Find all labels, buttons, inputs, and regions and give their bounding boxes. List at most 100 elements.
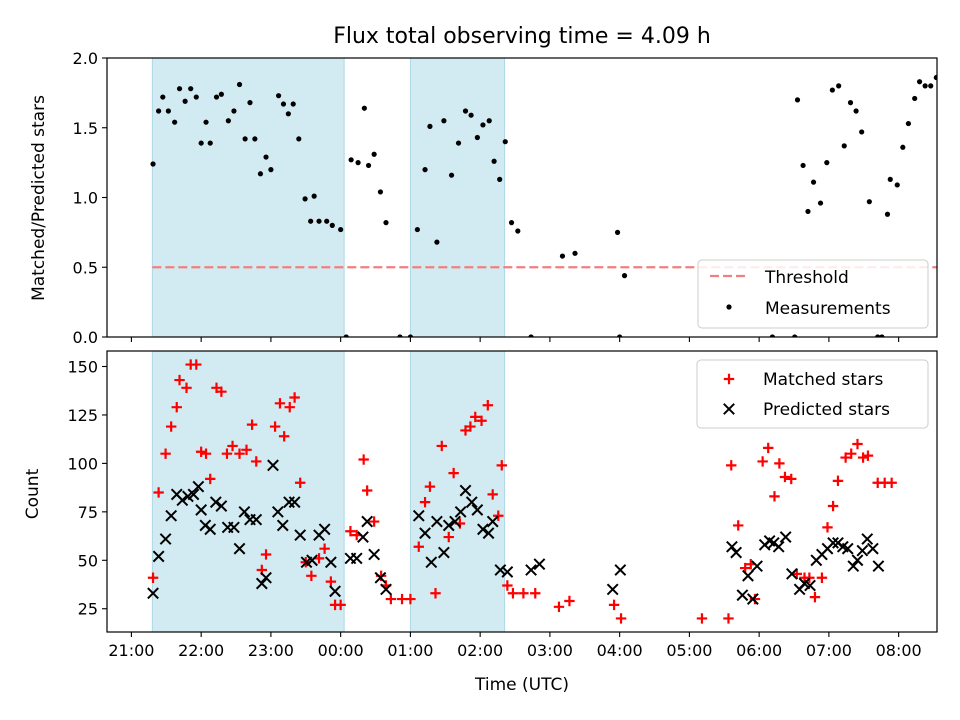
predicted-star-point	[187, 488, 200, 501]
predicted-star-point	[147, 587, 159, 600]
predicted-star-point	[736, 589, 749, 602]
predicted-star-point	[525, 564, 537, 576]
predicted-star-point	[465, 496, 478, 509]
matched-star-point	[786, 473, 797, 485]
measurement-point	[165, 108, 171, 114]
matched-star-point	[502, 580, 513, 591]
predicted-star-point	[209, 496, 222, 509]
measurement-point	[407, 334, 414, 337]
predicted-star-point	[294, 529, 307, 542]
matched-star-point	[216, 386, 227, 397]
top-y-tick-label-1: 0.5	[73, 258, 98, 277]
measurement-point	[225, 118, 231, 124]
predicted-star-point	[374, 571, 387, 584]
measurement-point	[441, 118, 447, 124]
predicted-star-point	[851, 554, 864, 567]
measurement-point	[474, 134, 480, 141]
measurement-point	[884, 211, 891, 217]
predicted-star-point	[614, 564, 627, 576]
measurement-point	[792, 334, 798, 337]
measurement-point	[355, 160, 361, 166]
matched-star-point	[319, 543, 330, 554]
measurement-point	[365, 162, 372, 169]
predicted-star-point	[267, 459, 279, 472]
matched-star-point	[822, 522, 833, 533]
predicted-star-point	[431, 515, 443, 528]
predicted-star-point	[204, 523, 217, 536]
predicted-star-point	[437, 546, 450, 559]
legend-matched-swatch	[723, 373, 735, 385]
matched-star-point	[530, 588, 541, 599]
measurement-point	[887, 176, 893, 182]
bottom-legend: Matched stars Predicted stars	[696, 359, 929, 429]
matched-star-point	[361, 485, 373, 496]
legend-measurements-label: Measurements	[765, 299, 891, 319]
predicted-star-point	[176, 494, 189, 507]
measurement-point	[916, 79, 923, 85]
measurement-point	[268, 167, 274, 173]
measurement-point	[841, 143, 847, 149]
measurement-point	[800, 162, 806, 169]
matched-star-point	[816, 572, 828, 583]
measurement-point	[900, 144, 906, 150]
matched-star-point	[153, 487, 164, 498]
measurement-point	[361, 105, 367, 111]
bottom-y-tick-label-0: 25	[78, 600, 98, 619]
matched-star-point	[779, 471, 791, 483]
predicted-star-point	[419, 527, 431, 540]
measurement-point	[572, 250, 578, 256]
predicted-star-point	[786, 567, 798, 580]
measurement-point	[875, 334, 881, 337]
matched-star-point	[827, 500, 839, 512]
predicted-star-point	[606, 583, 619, 596]
bottom-shaded-interval-1	[409, 351, 506, 632]
matched-star-point	[857, 452, 869, 463]
predicted-star-point	[195, 504, 208, 516]
matched-star-point	[852, 438, 863, 450]
top-y-tick-label-3: 1.5	[73, 119, 98, 138]
matched-star-point	[763, 442, 774, 454]
bottom-y-tick-label-2: 75	[78, 503, 98, 522]
measurement-point	[866, 199, 872, 205]
measurement-point	[414, 226, 420, 233]
matched-star-point	[448, 467, 459, 479]
matched-star-point	[165, 421, 177, 432]
matched-star-point	[385, 593, 397, 605]
predicted-star-point	[255, 577, 268, 590]
measurement-point	[280, 101, 287, 107]
matched-star-point	[436, 440, 447, 452]
matched-star-point	[862, 450, 874, 461]
matched-star-point	[774, 458, 785, 469]
matched-star-point	[564, 595, 575, 607]
top-plot-area	[150, 58, 937, 337]
matched-star-point	[476, 415, 487, 426]
measurement-point	[207, 140, 213, 146]
predicted-star-point	[350, 552, 363, 565]
matched-star-point	[221, 448, 233, 459]
predicted-star-point	[318, 523, 331, 536]
matched-star-point	[553, 601, 565, 613]
predicted-star-point	[847, 560, 860, 573]
predicted-star-point	[730, 546, 743, 559]
predicted-star-point	[501, 566, 514, 578]
matched-star-point	[289, 392, 300, 403]
chart-title: Flux total observing time = 4.09 h	[333, 24, 711, 49]
measurement-point	[810, 179, 817, 185]
matched-star-point	[345, 526, 356, 537]
measurement-point	[263, 154, 269, 160]
measurement-point	[193, 94, 199, 100]
matched-star-point	[269, 421, 281, 432]
measurement-point	[824, 160, 830, 166]
predicted-star-point	[477, 523, 489, 536]
predicted-star-point	[412, 509, 425, 522]
predicted-star-point	[152, 550, 165, 563]
measurement-point	[316, 218, 322, 224]
predicted-star-point	[288, 496, 301, 509]
x-tick-label-4: 01:00	[387, 641, 433, 660]
matched-star-point	[443, 531, 454, 543]
predicted-star-point	[856, 544, 869, 557]
predicted-star-point	[357, 531, 369, 543]
x-tick-label-10: 07:00	[806, 641, 852, 660]
bottom-panel: 21:00 22:00 23:00 00:00 01:00 02:00 03:00 04:00…	[67, 350, 938, 660]
